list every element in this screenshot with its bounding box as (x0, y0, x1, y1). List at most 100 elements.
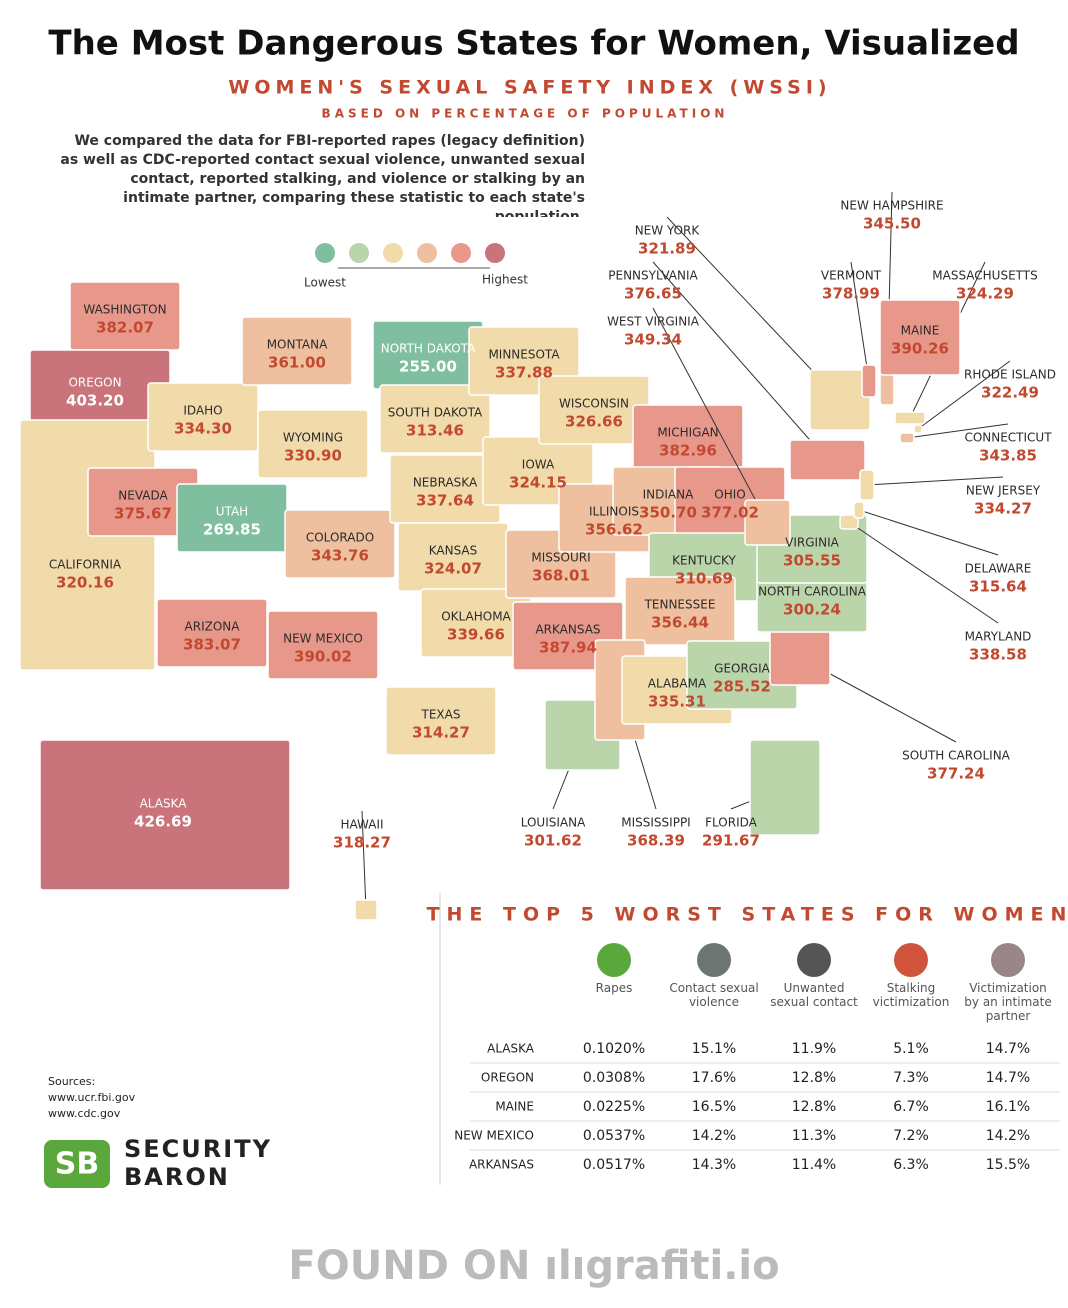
state-name: MINNESOTA (488, 348, 560, 362)
state (241, 316, 353, 386)
state-value: 377.02 (701, 504, 759, 522)
state-name: IDAHO (183, 404, 222, 418)
state (749, 739, 821, 836)
logo-line2: BARON (124, 1163, 230, 1191)
row-name: ARKANSAS (469, 1158, 534, 1172)
state-name: DELAWARE (965, 562, 1032, 576)
state-value: 310.69 (675, 570, 733, 588)
state-name: OREGON (68, 376, 121, 390)
source: www.ucr.fbi.gov (48, 1091, 136, 1104)
state-value: 390.02 (294, 648, 352, 666)
state-name: MARYLAND (965, 630, 1032, 644)
table-cell: 14.3% (692, 1157, 736, 1173)
row-name: OREGON (481, 1071, 534, 1085)
state-name: UTAH (216, 505, 248, 519)
row-name: ALASKA (487, 1042, 535, 1056)
table-title: THE TOP 5 WORST STATES FOR WOMEN (427, 904, 1068, 926)
table-cell: 0.1020% (583, 1041, 645, 1057)
state-value: 349.34 (624, 331, 682, 349)
state-value: 324.07 (424, 560, 482, 578)
state-value: 377.24 (927, 765, 985, 783)
state-value: 291.67 (702, 832, 760, 850)
state-name: NEBRASKA (413, 476, 478, 490)
table-cell: 16.1% (986, 1099, 1030, 1115)
state-value: 383.07 (183, 636, 241, 654)
legend-swatch (451, 243, 471, 263)
state (769, 629, 831, 686)
state-name: MAINE (901, 324, 940, 338)
leader-line (848, 521, 999, 624)
state (379, 384, 491, 454)
table-cell: 14.2% (692, 1128, 736, 1144)
table-cell: 11.9% (792, 1041, 836, 1057)
leader-line (361, 810, 367, 911)
state-value: 343.85 (979, 447, 1037, 465)
state-name: LOUISIANA (521, 816, 586, 830)
state-name: NEW MEXICO (283, 632, 363, 646)
state-value: 334.27 (974, 500, 1032, 518)
table-cell: 11.3% (792, 1128, 836, 1144)
intro-box: We compared the data for FBI-reported ra… (60, 133, 585, 217)
state-value: 324.15 (509, 474, 567, 492)
legend-low: Lowest (304, 276, 346, 290)
state-name: OHIO (714, 488, 745, 502)
table-cell: 0.0308% (583, 1070, 645, 1086)
table-cell: 17.6% (692, 1070, 736, 1086)
state-value: 301.62 (524, 832, 582, 850)
subtitle: WOMEN'S SEXUAL SAFETY INDEX (WSSI) (228, 77, 831, 99)
state-name: NEW HAMPSHIRE (840, 199, 943, 213)
column-icon (797, 943, 831, 977)
column-icon (597, 943, 631, 977)
state-name: TEXAS (421, 708, 461, 722)
state-name: INDIANA (643, 488, 694, 502)
state (257, 409, 369, 479)
column-icon (991, 943, 1025, 977)
state-name: VERMONT (821, 269, 882, 283)
title: The Most Dangerous States for Women, Vis… (48, 24, 1019, 64)
state-value: 322.49 (981, 384, 1039, 402)
state-value: 313.46 (406, 422, 464, 440)
table-cell: 14.2% (986, 1128, 1030, 1144)
leader-line (866, 476, 1004, 486)
state-name: MICHIGAN (657, 426, 718, 440)
state-value: 345.50 (863, 215, 921, 233)
state-name: KENTUCKY (672, 554, 736, 568)
state-name: VIRGINIA (785, 536, 839, 550)
state-value: 343.76 (311, 547, 369, 565)
state-name: CALIFORNIA (49, 558, 122, 572)
state-name: WYOMING (283, 431, 343, 445)
state (789, 439, 866, 481)
state-value: 390.26 (891, 340, 949, 358)
legend-high: Highest (482, 273, 528, 287)
state-value: 300.24 (783, 601, 841, 619)
state-value: 320.16 (56, 574, 114, 592)
state (267, 610, 379, 680)
state-name: OKLAHOMA (441, 610, 511, 624)
state-value: 324.29 (956, 285, 1014, 303)
state-value: 382.96 (659, 442, 717, 460)
column-header: Unwanted sexual contact (770, 981, 858, 1009)
sources-label: Sources: (48, 1075, 95, 1088)
column-icon (894, 943, 928, 977)
state-name: NORTH CAROLINA (758, 585, 867, 599)
state-value: 403.20 (66, 392, 124, 410)
legend-swatch (349, 243, 369, 263)
state-name: WEST VIRGINIA (607, 315, 700, 329)
state (156, 598, 268, 668)
state (859, 469, 875, 501)
state-name: FLORIDA (705, 816, 758, 830)
state-name: TENNESSEE (644, 598, 716, 612)
state-value: 330.90 (284, 447, 342, 465)
state-value: 382.07 (96, 319, 154, 337)
state (19, 419, 156, 671)
state-name: WISCONSIN (559, 397, 629, 411)
state (861, 364, 877, 398)
row-name: NEW MEXICO (454, 1129, 534, 1143)
state-name: COLORADO (306, 531, 374, 545)
state-name: HAWAII (340, 818, 383, 832)
state (853, 501, 865, 519)
column-header: Stalking victimization (873, 981, 950, 1009)
state-value: 321.89 (638, 240, 696, 258)
